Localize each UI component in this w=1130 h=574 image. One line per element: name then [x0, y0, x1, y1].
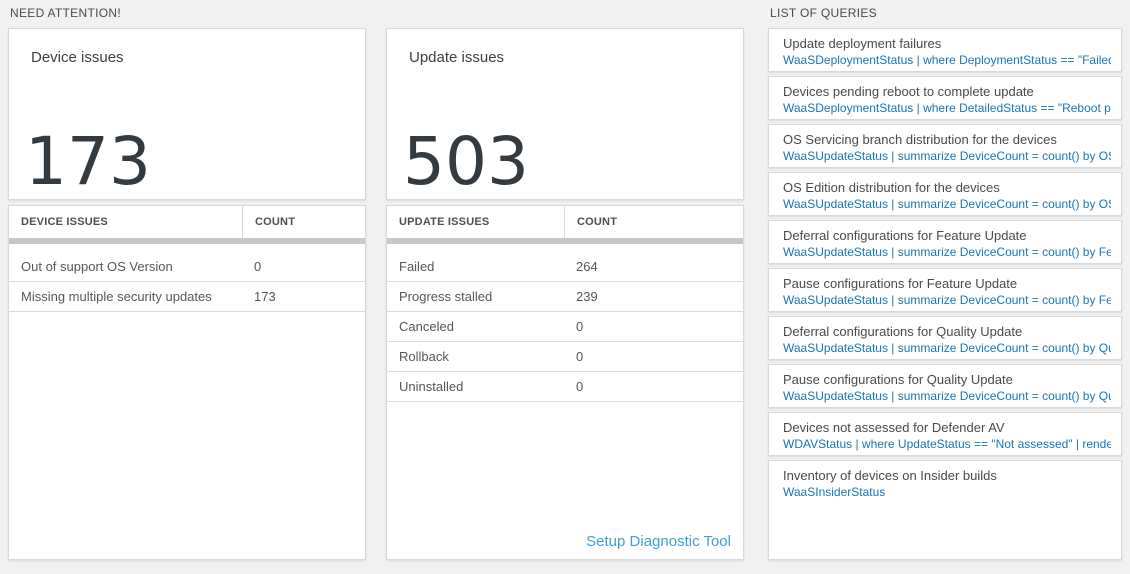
query-title: Pause configurations for Feature Update [783, 276, 1018, 291]
update-issues-table-header: UPDATE ISSUES COUNT [387, 206, 743, 238]
query-item[interactable]: Deferral configurations for Feature Upda… [768, 220, 1122, 264]
query-title: Devices pending reboot to complete updat… [783, 84, 1034, 99]
row-count: 264 [576, 259, 598, 274]
need-attention-column-updates: NEED ATTENTION! Update issues 503 UPDATE… [386, 5, 744, 560]
row-count: 0 [254, 259, 262, 274]
row-count: 0 [576, 349, 584, 364]
query-title: Inventory of devices on Insider builds [783, 468, 997, 483]
table-row[interactable]: Missing multiple security updates 173 [9, 282, 365, 312]
column-header-update-issues: UPDATE ISSUES [399, 216, 490, 228]
table-row[interactable]: Canceled 0 [387, 312, 743, 342]
column-header-count: COUNT [564, 206, 743, 238]
device-issues-table: DEVICE ISSUES COUNT Out of support OS Ve… [8, 205, 366, 560]
row-label: Rollback [399, 349, 449, 364]
query-item[interactable]: Pause configurations for Quality Update … [768, 364, 1122, 408]
query-code: WaaSInsiderStatus [783, 485, 886, 499]
setup-diagnostic-tool-link[interactable]: Setup Diagnostic Tool [586, 533, 731, 550]
table-row[interactable]: Progress stalled 239 [387, 282, 743, 312]
query-title: OS Edition distribution for the devices [783, 180, 1000, 195]
query-item[interactable]: Devices not assessed for Defender AV WDA… [768, 412, 1122, 456]
row-label: Out of support OS Version [21, 259, 173, 274]
row-label: Canceled [399, 319, 454, 334]
query-item[interactable]: Update deployment failures WaaSDeploymen… [768, 28, 1122, 72]
query-title: Deferral configurations for Feature Upda… [783, 228, 1027, 243]
query-code: WaaSUpdateStatus | summarize DeviceCount… [783, 197, 1111, 211]
query-code: WaaSUpdateStatus | summarize DeviceCount… [783, 149, 1111, 163]
query-code: WaaSDeploymentStatus | where DetailedSta… [783, 101, 1111, 115]
column-header-device-issues: DEVICE ISSUES [21, 216, 108, 228]
device-issues-tile[interactable]: Device issues 173 [8, 28, 366, 200]
query-title: Devices not assessed for Defender AV [783, 420, 1005, 435]
query-list-column: LIST OF QUERIES Update deployment failur… [768, 5, 1122, 560]
query-item[interactable]: Deferral configurations for Quality Upda… [768, 316, 1122, 360]
query-title: Update deployment failures [783, 36, 942, 51]
update-issues-count: 503 [403, 123, 529, 200]
need-attention-column-devices: NEED ATTENTION! Device issues 173 DEVICE… [8, 5, 366, 560]
query-item[interactable]: OS Servicing branch distribution for the… [768, 124, 1122, 168]
column-header-count: COUNT [242, 206, 365, 238]
table-horizontal-scrollbar[interactable] [387, 238, 743, 244]
query-item[interactable]: OS Edition distribution for the devices … [768, 172, 1122, 216]
table-row[interactable]: Failed 264 [387, 252, 743, 282]
row-label: Missing multiple security updates [21, 289, 212, 304]
update-issues-title: Update issues [409, 49, 505, 66]
table-row[interactable]: Out of support OS Version 0 [9, 252, 365, 282]
list-of-queries-header: LIST OF QUERIES [770, 6, 877, 20]
row-label: Failed [399, 259, 435, 274]
row-count: 0 [576, 319, 584, 334]
query-code: WaaSUpdateStatus | summarize DeviceCount… [783, 293, 1111, 307]
update-issues-table: UPDATE ISSUES COUNT Failed 264 Progress … [386, 205, 744, 560]
query-item[interactable]: Devices pending reboot to complete updat… [768, 76, 1122, 120]
row-label: Uninstalled [399, 379, 464, 394]
row-count: 0 [576, 379, 584, 394]
device-issues-count: 173 [25, 123, 151, 200]
need-attention-header: NEED ATTENTION! [10, 6, 121, 20]
table-row[interactable]: Uninstalled 0 [387, 372, 743, 402]
row-count: 239 [576, 289, 598, 304]
device-issues-title: Device issues [31, 49, 124, 66]
query-item[interactable]: Pause configurations for Feature Update … [768, 268, 1122, 312]
query-code: WaaSUpdateStatus | summarize DeviceCount… [783, 341, 1111, 355]
query-title: Deferral configurations for Quality Upda… [783, 324, 1023, 339]
query-code: WaaSUpdateStatus | summarize DeviceCount… [783, 245, 1111, 259]
table-horizontal-scrollbar[interactable] [9, 238, 365, 244]
device-issues-table-header: DEVICE ISSUES COUNT [9, 206, 365, 238]
query-title: OS Servicing branch distribution for the… [783, 132, 1057, 147]
query-code: WaaSUpdateStatus | summarize DeviceCount… [783, 389, 1111, 403]
row-label: Progress stalled [399, 289, 493, 304]
update-issues-tile[interactable]: Update issues 503 [386, 28, 744, 200]
query-item[interactable]: Inventory of devices on Insider builds W… [768, 460, 1122, 560]
table-row[interactable]: Rollback 0 [387, 342, 743, 372]
query-title: Pause configurations for Quality Update [783, 372, 1013, 387]
query-code: WaaSDeploymentStatus | where DeploymentS… [783, 53, 1111, 67]
row-count: 173 [254, 289, 276, 304]
query-code: WDAVStatus | where UpdateStatus == "Not … [783, 437, 1111, 451]
